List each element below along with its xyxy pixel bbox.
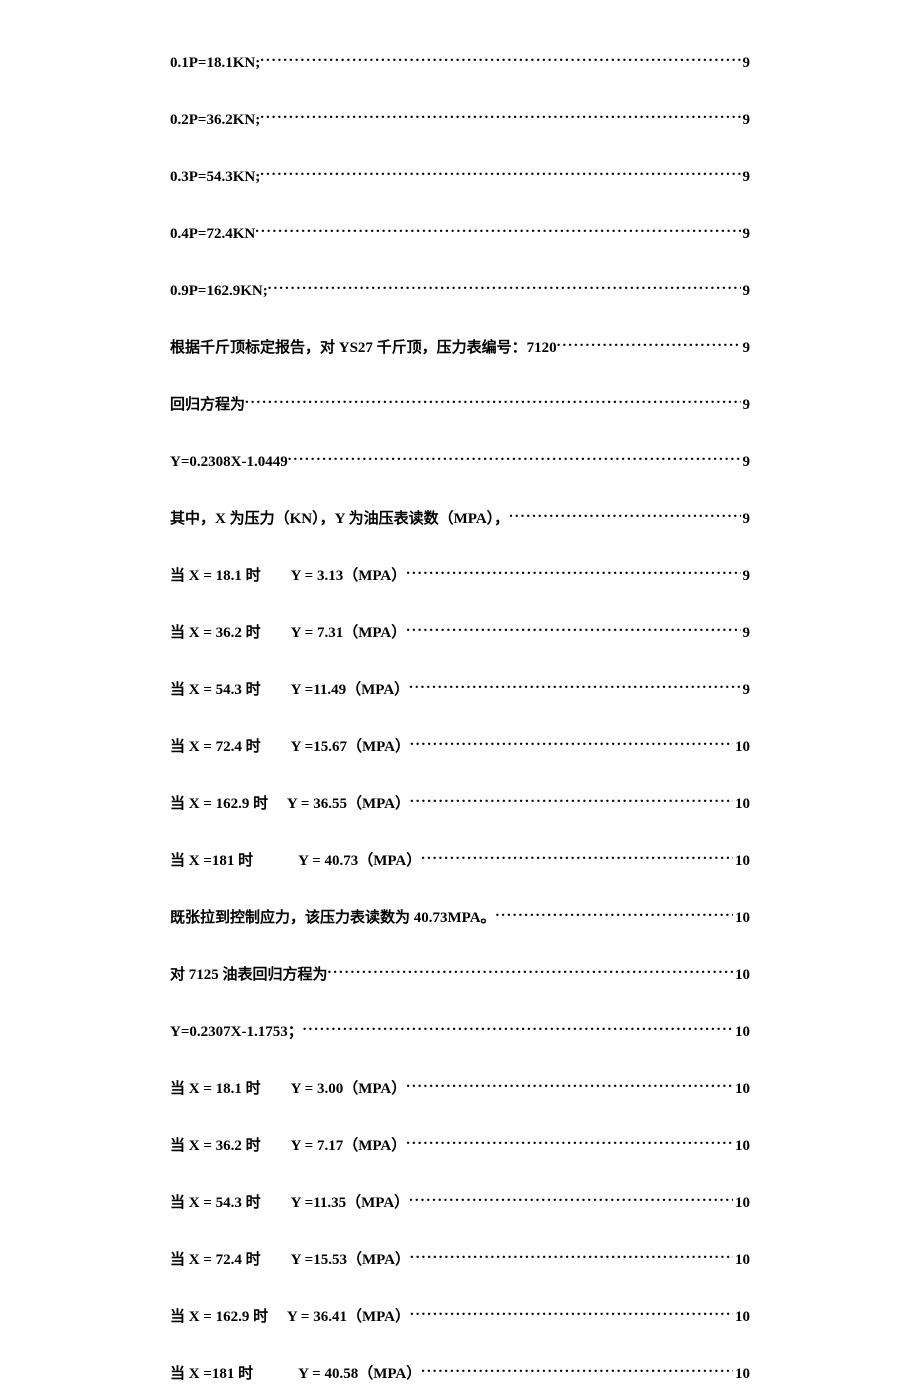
toc-label: 当 X =181 时 Y = 40.73（MPA）: [170, 850, 421, 873]
toc-page-number: 10: [733, 1363, 750, 1385]
toc-page-number: 9: [741, 565, 751, 588]
toc-label: 0.9P=162.9KN;: [170, 280, 268, 303]
toc-entry: 0.2P=36.2KN; 9: [170, 107, 750, 131]
toc-label: 当 X =181 时 Y = 40.58（MPA）: [170, 1363, 421, 1385]
toc-leader-dots: [260, 164, 740, 181]
toc-entry: 当 X = 36.2 时 Y = 7.17（MPA） 10: [170, 1133, 750, 1157]
toc-leader-dots: [406, 1076, 733, 1093]
toc-entry: 当 X = 72.4 时 Y =15.67（MPA） 10: [170, 734, 750, 758]
toc-page-number: 9: [741, 508, 751, 531]
toc-label: 回归方程为: [170, 394, 245, 417]
toc-label: 当 X = 54.3 时 Y =11.49（MPA）: [170, 679, 409, 702]
toc-page-number: 10: [733, 907, 750, 930]
toc-page-number: 10: [733, 1192, 750, 1215]
toc-label: 0.3P=54.3KN;: [170, 166, 260, 189]
toc-page-number: 9: [741, 52, 751, 75]
toc-leader-dots: [509, 506, 740, 523]
toc-page-number: 9: [741, 109, 751, 132]
toc-page-number: 9: [741, 451, 751, 474]
toc-label: 0.2P=36.2KN;: [170, 109, 260, 132]
toc-entry: Y=0.2308X-1.0449 9: [170, 449, 750, 473]
toc-label: 其中，X 为压力（KN），Y 为油压表读数（MPA），: [170, 508, 509, 531]
toc-label: 当 X = 72.4 时 Y =15.53（MPA）: [170, 1249, 410, 1272]
toc-leader-dots: [268, 278, 741, 295]
toc-entry: Y=0.2307X-1.1753； 10: [170, 1019, 750, 1043]
toc-leader-dots: [421, 848, 733, 865]
toc-entry: 既张拉到控制应力，该压力表读数为 40.73MPA。 10: [170, 905, 750, 929]
toc-leader-dots: [409, 1190, 733, 1207]
toc-leader-dots: [421, 1361, 733, 1378]
toc-leader-dots: [410, 1304, 733, 1321]
toc-leader-dots: [255, 221, 740, 238]
toc-page-number: 10: [733, 1249, 750, 1272]
toc-label: 当 X = 162.9 时 Y = 36.55（MPA）: [170, 793, 410, 816]
toc-entry: 当 X =181 时 Y = 40.73（MPA） 10: [170, 848, 750, 872]
toc-label: 对 7125 油表回归方程为: [170, 964, 328, 987]
toc-leader-dots: [496, 905, 733, 922]
toc-leader-dots: [410, 1247, 733, 1264]
toc-page-number: 9: [741, 337, 751, 360]
toc-label: 当 X = 72.4 时 Y =15.67（MPA）: [170, 736, 410, 759]
toc-leader-dots: [557, 335, 741, 352]
toc-page-number: 10: [733, 1078, 750, 1101]
toc-entry: 其中，X 为压力（KN），Y 为油压表读数（MPA）， 9: [170, 506, 750, 530]
toc-leader-dots: [406, 620, 740, 637]
toc-label: 0.4P=72.4KN: [170, 223, 255, 246]
toc-page-number: 10: [733, 850, 750, 873]
toc-page-number: 10: [733, 1135, 750, 1158]
toc-leader-dots: [409, 677, 740, 694]
toc-entry: 0.9P=162.9KN; 9: [170, 278, 750, 302]
toc-leader-dots: [406, 1133, 733, 1150]
toc-label: 0.1P=18.1KN;: [170, 52, 260, 75]
toc-entry: 当 X = 162.9 时 Y = 36.55（MPA） 10: [170, 791, 750, 815]
toc-entry: 当 X = 54.3 时 Y =11.49（MPA） 9: [170, 677, 750, 701]
toc-leader-dots: [260, 50, 740, 67]
toc-label: 当 X = 36.2 时 Y = 7.31（MPA）: [170, 622, 406, 645]
toc-entry: 当 X = 54.3 时 Y =11.35（MPA） 10: [170, 1190, 750, 1214]
toc-page-number: 10: [733, 964, 750, 987]
toc-entry: 0.4P=72.4KN 9: [170, 221, 750, 245]
toc-label: 当 X = 18.1 时 Y = 3.00（MPA）: [170, 1078, 406, 1101]
toc-entry: 0.1P=18.1KN; 9: [170, 50, 750, 74]
toc-page-number: 9: [741, 280, 751, 303]
toc-entry: 当 X =181 时 Y = 40.58（MPA） 10: [170, 1361, 750, 1385]
toc-page-number: 10: [733, 736, 750, 759]
toc-label: 当 X = 36.2 时 Y = 7.17（MPA）: [170, 1135, 406, 1158]
toc-leader-dots: [245, 392, 740, 409]
toc-leader-dots: [288, 449, 741, 466]
toc-entry: 当 X = 18.1 时 Y = 3.00（MPA） 10: [170, 1076, 750, 1100]
toc-leader-dots: [410, 791, 733, 808]
toc-leader-dots: [260, 107, 740, 124]
toc-leader-dots: [406, 563, 740, 580]
toc-entry: 当 X = 72.4 时 Y =15.53（MPA） 10: [170, 1247, 750, 1271]
toc-entry: 当 X = 18.1 时 Y = 3.13（MPA） 9: [170, 563, 750, 587]
toc-page-number: 10: [733, 1021, 750, 1044]
toc-page-number: 10: [733, 1306, 750, 1329]
toc-entry: 回归方程为 9: [170, 392, 750, 416]
toc-leader-dots: [328, 962, 733, 979]
toc-entry: 当 X = 36.2 时 Y = 7.31（MPA） 9: [170, 620, 750, 644]
toc-leader-dots: [303, 1019, 733, 1036]
toc-page-number: 9: [741, 394, 751, 417]
toc-label: 当 X = 162.9 时 Y = 36.41（MPA）: [170, 1306, 410, 1329]
toc-page-number: 10: [733, 793, 750, 816]
toc-container: 0.1P=18.1KN;90.2P=36.2KN;90.3P=54.3KN;90…: [170, 50, 750, 1385]
toc-label: 当 X = 18.1 时 Y = 3.13（MPA）: [170, 565, 406, 588]
toc-entry: 对 7125 油表回归方程为 10: [170, 962, 750, 986]
toc-page-number: 9: [741, 622, 751, 645]
toc-label: Y=0.2308X-1.0449: [170, 451, 288, 474]
toc-page-number: 9: [741, 166, 751, 189]
toc-page-number: 9: [741, 679, 751, 702]
toc-label: 根据千斤顶标定报告，对 YS27 千斤顶，压力表编号：7120: [170, 337, 557, 360]
toc-page-number: 9: [741, 223, 751, 246]
toc-entry: 当 X = 162.9 时 Y = 36.41（MPA） 10: [170, 1304, 750, 1328]
toc-entry: 0.3P=54.3KN; 9: [170, 164, 750, 188]
toc-label: 当 X = 54.3 时 Y =11.35（MPA）: [170, 1192, 409, 1215]
toc-label: Y=0.2307X-1.1753；: [170, 1021, 303, 1044]
toc-label: 既张拉到控制应力，该压力表读数为 40.73MPA。: [170, 907, 496, 930]
toc-entry: 根据千斤顶标定报告，对 YS27 千斤顶，压力表编号：7120 9: [170, 335, 750, 359]
toc-leader-dots: [410, 734, 733, 751]
